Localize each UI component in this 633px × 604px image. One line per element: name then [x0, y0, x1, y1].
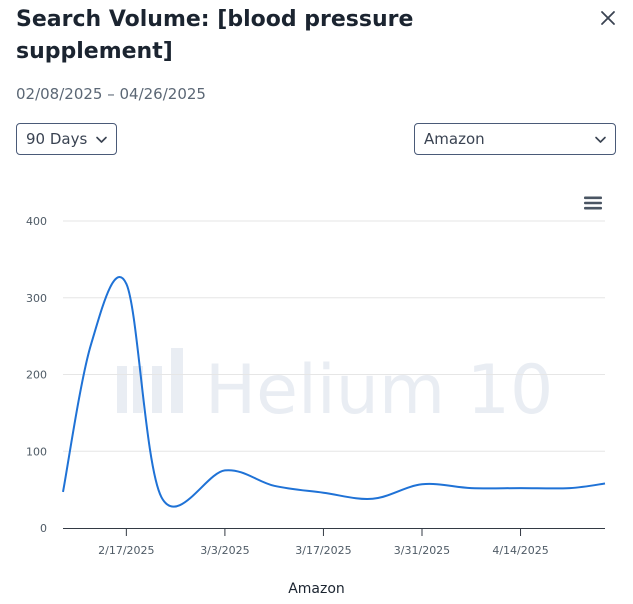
chart-grid [63, 220, 605, 452]
period-select-value: 90 Days [26, 130, 88, 148]
x-axis: 2/17/2025 3/3/2025 3/17/2025 3/31/2025 4/14/… [63, 528, 605, 557]
legend-item-amazon[interactable]: Amazon [288, 581, 345, 597]
marketplace-select[interactable]: Amazon [414, 123, 616, 155]
chevron-down-icon [595, 136, 606, 143]
chart-menu-icon[interactable] [583, 195, 603, 211]
y-tick-label: 0 [40, 522, 47, 535]
helium10-watermark: Helium 10 [117, 348, 553, 430]
series-line-amazon [62, 275, 606, 508]
dialog-title: Search Volume: [blood pressure supplemen… [16, 7, 414, 64]
watermark-text: Helium 10 [205, 351, 553, 430]
x-tick-label: 2/17/2025 [98, 544, 154, 557]
y-tick-label: 100 [26, 445, 47, 458]
y-tick-label: 200 [26, 369, 47, 382]
period-select[interactable]: 90 Days [16, 123, 117, 155]
x-tick-label: 3/3/2025 [200, 544, 249, 557]
x-tick-label: 4/14/2025 [492, 544, 548, 557]
close-icon[interactable] [598, 8, 618, 28]
y-tick-label: 300 [26, 292, 47, 305]
search-volume-chart: Helium 10 0 100 200 300 400 2/17/2025 3/3/202… [26, 215, 606, 557]
y-axis-ticks: 0 100 200 300 400 [26, 215, 47, 535]
x-tick-label: 3/31/2025 [394, 544, 450, 557]
y-tick-label: 400 [26, 215, 47, 228]
chevron-down-icon [96, 136, 107, 143]
x-tick-label: 3/17/2025 [295, 544, 351, 557]
date-range: 02/08/2025 – 04/26/2025 [16, 85, 206, 103]
marketplace-select-value: Amazon [424, 130, 485, 148]
